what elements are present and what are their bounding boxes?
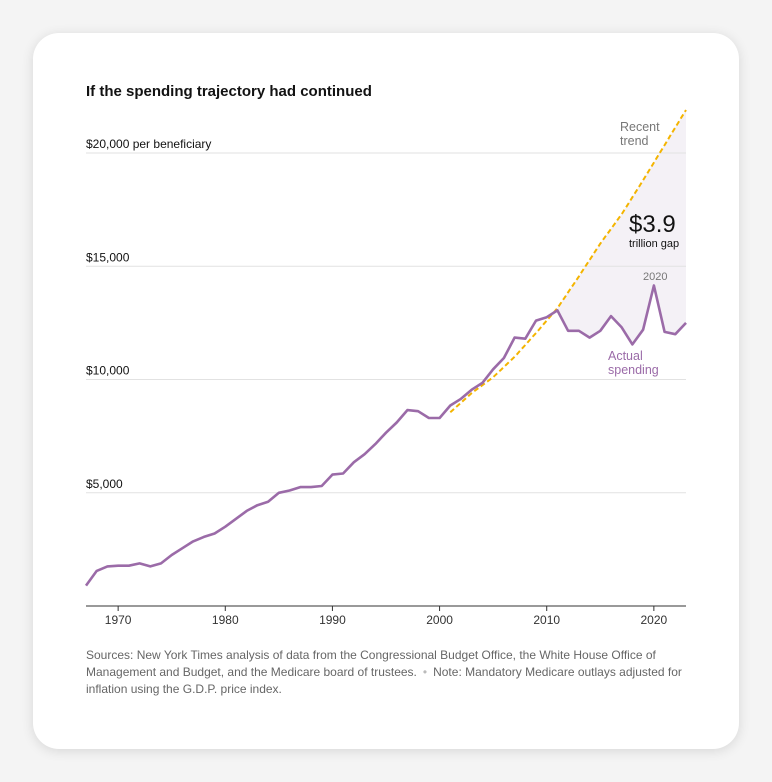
actual-label-line2: spending bbox=[608, 363, 659, 377]
chart-title: If the spending trajectory had continued bbox=[86, 83, 372, 100]
gap-area bbox=[557, 109, 686, 345]
gap-text: trillion gap bbox=[629, 238, 679, 250]
x-tick-label: 1970 bbox=[105, 613, 132, 627]
y-tick-label: $20,000 per beneficiary bbox=[86, 137, 211, 151]
x-tick-label: 2010 bbox=[533, 613, 560, 627]
trend-label-line2: trend bbox=[620, 134, 649, 148]
source-text: Sources: New York Times analysis of data… bbox=[86, 648, 656, 679]
x-tick-label: 1990 bbox=[319, 613, 346, 627]
note-separator: • bbox=[422, 665, 428, 679]
y-tick-label: $10,000 bbox=[86, 364, 130, 378]
x-tick-label: 1980 bbox=[212, 613, 239, 627]
x-tick-label: 2000 bbox=[426, 613, 453, 627]
series-layer bbox=[84, 109, 687, 587]
annotations: Recent trend $3.9 trillion gap 2020 Actu… bbox=[608, 120, 679, 377]
axis-layer: $20,000 per beneficiary $15,000 $10,000 $5,… bbox=[86, 137, 686, 627]
gap-value: $3.9 bbox=[629, 211, 676, 238]
x-tick-label: 2020 bbox=[641, 613, 668, 627]
y-tick-label: $5,000 bbox=[86, 477, 123, 491]
trend-label-line1: Recent bbox=[620, 120, 660, 134]
chart-card bbox=[33, 33, 739, 749]
source-note: Sources: New York Times analysis of data… bbox=[86, 647, 686, 698]
note-text: Note: Mandatory Medicare outlays adjuste… bbox=[86, 665, 682, 696]
gridlines bbox=[86, 152, 686, 494]
series-line-actual-spending bbox=[84, 284, 687, 587]
actual-label-line1: Actual bbox=[608, 349, 643, 363]
y-tick-label: $15,000 bbox=[86, 250, 130, 264]
series-line-recent-trend bbox=[449, 109, 687, 414]
gap-fill-layer bbox=[557, 109, 686, 345]
peak-year-label: 2020 bbox=[643, 271, 667, 283]
